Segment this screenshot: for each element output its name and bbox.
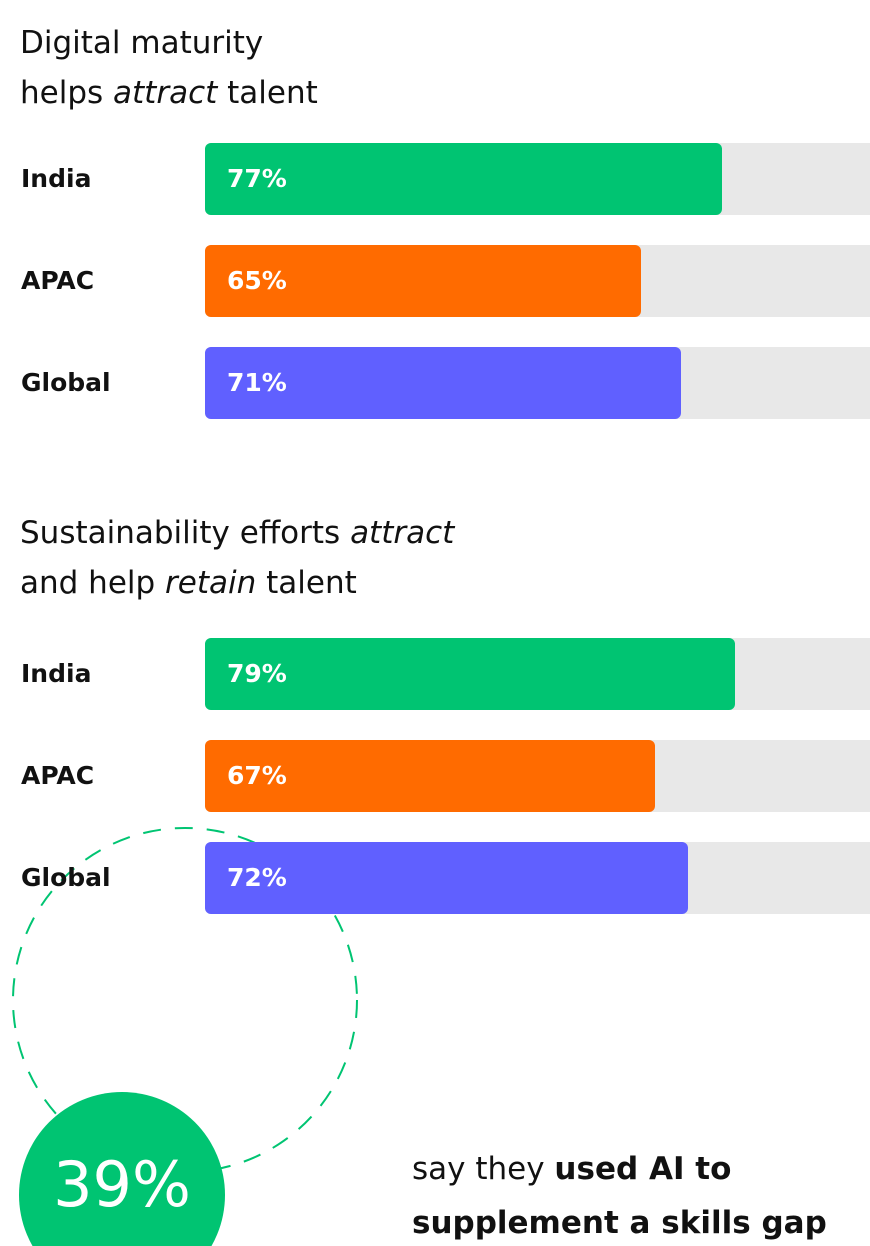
text-line: and help retain talent bbox=[20, 558, 454, 608]
text-run: attract bbox=[113, 75, 218, 111]
text-line: helps attract talent bbox=[20, 68, 318, 118]
text-run: and help bbox=[20, 565, 166, 601]
text-run: say they bbox=[412, 1151, 555, 1187]
text-run: retain bbox=[165, 565, 257, 601]
chart-title: Digital maturity helps attract talent bbox=[20, 18, 318, 118]
value-label: 71% bbox=[227, 368, 287, 397]
category-label: India bbox=[21, 164, 92, 193]
bar bbox=[205, 638, 736, 710]
text-line: Digital maturity bbox=[20, 18, 318, 68]
value-label: 67% bbox=[227, 761, 287, 790]
text-run: talent bbox=[217, 75, 318, 111]
value-label: 65% bbox=[227, 266, 287, 295]
category-label: APAC bbox=[21, 266, 95, 295]
category-label: Global bbox=[21, 368, 111, 397]
bar bbox=[205, 842, 689, 914]
text-run: supplement a skills gap bbox=[412, 1205, 827, 1241]
text-run: Digital maturity bbox=[20, 25, 264, 61]
text-line: supplement a skills gap bbox=[412, 1196, 827, 1246]
category-label: Global bbox=[21, 863, 111, 892]
text-run: Sustainability efforts bbox=[20, 515, 351, 551]
text-line: Sustainability efforts attract bbox=[20, 508, 454, 558]
value-label: 77% bbox=[227, 164, 287, 193]
bar bbox=[205, 143, 722, 215]
chart-title: Sustainability efforts attract and help r… bbox=[20, 508, 454, 608]
stat-value: 39% bbox=[53, 1148, 191, 1221]
bar bbox=[205, 245, 642, 317]
bar bbox=[205, 740, 655, 812]
text-run: used AI to bbox=[554, 1151, 732, 1187]
stat-text: say they used AI to supplement a skills g… bbox=[412, 1142, 827, 1246]
text-line: say they used AI to bbox=[412, 1142, 827, 1196]
category-label: India bbox=[21, 659, 92, 688]
text-run: attract bbox=[350, 515, 455, 551]
value-label: 72% bbox=[227, 863, 287, 892]
category-label: APAC bbox=[21, 761, 95, 790]
value-label: 79% bbox=[227, 659, 287, 688]
bar bbox=[205, 347, 682, 419]
stat-circle bbox=[19, 1092, 225, 1246]
text-run: talent bbox=[256, 565, 357, 601]
text-run: helps bbox=[20, 75, 114, 111]
